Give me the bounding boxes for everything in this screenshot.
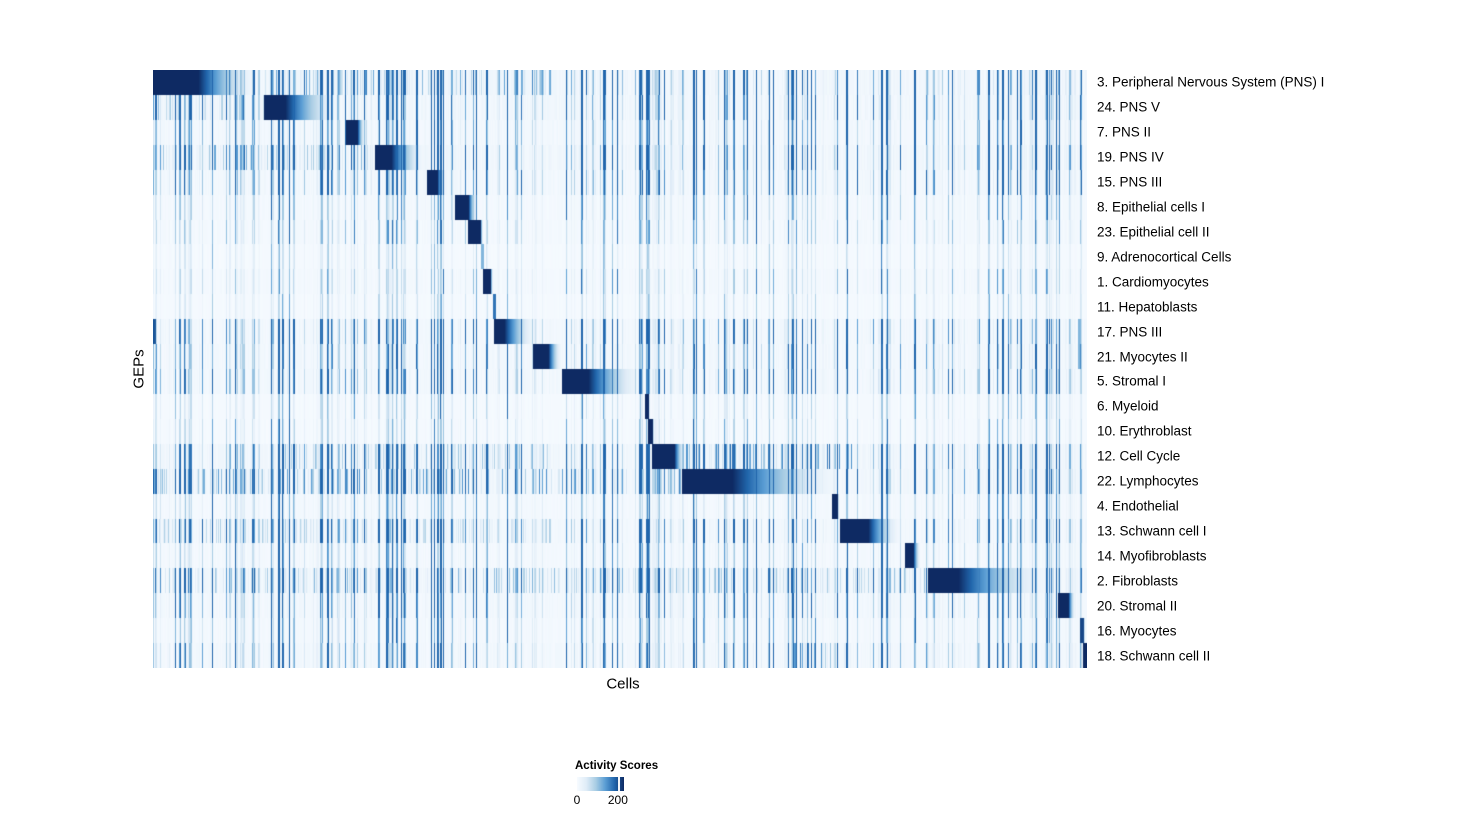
- row-label: 15. PNS III: [1097, 174, 1163, 190]
- row-label: 14. Myofibroblasts: [1097, 548, 1207, 564]
- row-label: 19. PNS IV: [1097, 149, 1164, 165]
- row-label: 9. Adrenocortical Cells: [1097, 249, 1232, 265]
- row-label: 3. Peripheral Nervous System (PNS) I: [1097, 74, 1325, 90]
- row-label: 13. Schwann cell I: [1097, 523, 1207, 539]
- row-label: 8. Epithelial cells I: [1097, 199, 1206, 215]
- row-label: 22. Lymphocytes: [1097, 473, 1199, 489]
- row-label: 1. Cardiomyocytes: [1097, 274, 1209, 290]
- row-label: 24. PNS V: [1097, 99, 1161, 115]
- row-label: 10. Erythroblast: [1097, 423, 1192, 439]
- row-labels-container: 3. Peripheral Nervous System (PNS) I 24. …: [1097, 70, 1447, 668]
- row-label: 16. Myocytes: [1097, 622, 1177, 638]
- legend-tick-mark: [617, 777, 620, 791]
- legend-tick-label: 0: [573, 793, 581, 807]
- legend-title: Activity Scores: [575, 760, 659, 772]
- x-axis-label: Cells: [606, 675, 640, 693]
- y-axis-label: GEPs: [130, 349, 148, 389]
- row-label: 11. Hepatoblasts: [1097, 298, 1198, 314]
- legend-colorbar: [577, 777, 624, 791]
- row-label: 18. Schwann cell II: [1097, 647, 1211, 663]
- activity-scores-legend: Activity Scores 0 200: [573, 760, 715, 807]
- legend-tick-label: 200: [607, 793, 628, 807]
- legend-tick-labels: 0 200: [573, 791, 628, 807]
- row-label: 23. Epithelial cell II: [1097, 224, 1210, 240]
- row-label: 4. Endothelial: [1097, 498, 1179, 514]
- row-label: 2. Fibroblasts: [1097, 573, 1179, 589]
- row-label: 12. Cell Cycle: [1097, 448, 1181, 464]
- row-label: 17. PNS III: [1097, 323, 1163, 339]
- row-label: 5. Stromal I: [1097, 373, 1167, 389]
- row-label: 6. Myeloid: [1097, 398, 1159, 414]
- heatmap-canvas: [153, 70, 1087, 668]
- row-label: 7. PNS II: [1097, 124, 1152, 140]
- row-label: 20. Stromal II: [1097, 597, 1178, 613]
- row-label: 21. Myocytes II: [1097, 348, 1188, 364]
